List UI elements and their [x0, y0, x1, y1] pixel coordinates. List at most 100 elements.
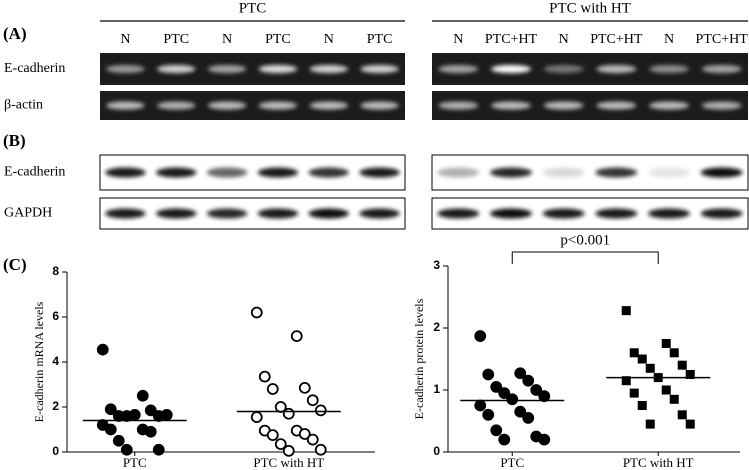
- point: [104, 423, 117, 436]
- band: [105, 167, 146, 178]
- point: [629, 388, 639, 398]
- band: [156, 101, 196, 110]
- y-tick-label: 1: [433, 382, 440, 396]
- y-tick-label: 8: [52, 264, 59, 278]
- gel: [100, 53, 405, 85]
- band: [206, 167, 248, 178]
- point: [498, 433, 511, 446]
- band: [543, 65, 584, 73]
- point: [522, 374, 535, 387]
- band: [106, 101, 145, 110]
- point: [490, 424, 503, 437]
- x-tick-label: PTC with HT: [253, 455, 324, 470]
- band: [542, 167, 585, 178]
- band: [490, 65, 532, 73]
- band: [360, 65, 399, 73]
- blot: [431, 197, 749, 230]
- band: [308, 208, 350, 219]
- band: [206, 208, 248, 219]
- point: [104, 403, 117, 416]
- band: [700, 167, 743, 178]
- blot: [431, 154, 749, 191]
- y-axis-label: E-cadherin mRNA levels: [32, 301, 46, 422]
- point: [152, 443, 165, 456]
- band: [360, 101, 399, 110]
- point: [637, 401, 647, 410]
- lane-label: PTC+HT: [485, 32, 538, 47]
- lane-label: PTC: [163, 32, 189, 47]
- point: [490, 380, 503, 393]
- point: [677, 410, 687, 420]
- band: [490, 101, 532, 110]
- point: [258, 370, 271, 383]
- point: [282, 407, 295, 420]
- row-label: GAPDH: [4, 206, 52, 221]
- point: [530, 384, 543, 396]
- band: [359, 167, 400, 178]
- point: [160, 408, 173, 421]
- point: [136, 389, 149, 402]
- band: [596, 101, 637, 110]
- band: [701, 65, 742, 73]
- point: [314, 443, 327, 456]
- band: [437, 167, 480, 178]
- x-tick-label: PTC with HT: [623, 455, 694, 470]
- band: [309, 101, 349, 110]
- point: [298, 381, 311, 394]
- y-tick-label: 0: [433, 444, 440, 458]
- band: [438, 65, 479, 73]
- point: [621, 376, 631, 386]
- point: [482, 408, 495, 421]
- point: [144, 404, 157, 417]
- band: [437, 208, 480, 219]
- point: [538, 433, 551, 446]
- band: [257, 167, 299, 178]
- y-tick-label: 4: [52, 354, 59, 368]
- point: [522, 411, 535, 424]
- point: [290, 330, 303, 343]
- lane-label: N: [222, 32, 232, 47]
- panel-label: (B): [3, 131, 26, 150]
- row-label: E-cadherin: [4, 61, 65, 76]
- point: [498, 387, 511, 400]
- point: [538, 390, 551, 403]
- blot: [99, 154, 406, 191]
- band: [106, 65, 145, 73]
- band: [647, 208, 691, 219]
- band: [207, 65, 247, 73]
- point: [629, 348, 639, 358]
- point: [621, 306, 631, 316]
- band: [542, 208, 585, 219]
- band: [648, 101, 690, 110]
- band: [155, 167, 197, 178]
- point: [112, 434, 125, 447]
- point: [506, 393, 519, 406]
- band: [207, 101, 247, 110]
- y-axis-label: E-cadherin protein levels: [412, 298, 426, 419]
- band: [595, 167, 638, 178]
- y-tick-label: 3: [433, 258, 440, 272]
- point: [298, 428, 311, 440]
- point: [514, 405, 527, 418]
- point: [128, 408, 141, 421]
- point: [669, 394, 679, 404]
- lane-label: N: [453, 32, 463, 47]
- row-label: β-actin: [4, 98, 43, 113]
- point: [314, 404, 327, 417]
- band: [647, 167, 691, 178]
- point: [306, 394, 319, 407]
- band: [701, 101, 742, 110]
- point: [514, 367, 527, 380]
- point: [685, 419, 695, 429]
- point: [645, 363, 655, 373]
- band: [359, 208, 400, 219]
- point: [637, 354, 647, 364]
- lane-label: PTC: [265, 32, 291, 47]
- point: [266, 383, 279, 395]
- point: [266, 429, 279, 442]
- annotation: p<0.001: [560, 232, 610, 248]
- point: [661, 339, 671, 348]
- lane-label: N: [664, 32, 674, 47]
- band: [543, 101, 584, 110]
